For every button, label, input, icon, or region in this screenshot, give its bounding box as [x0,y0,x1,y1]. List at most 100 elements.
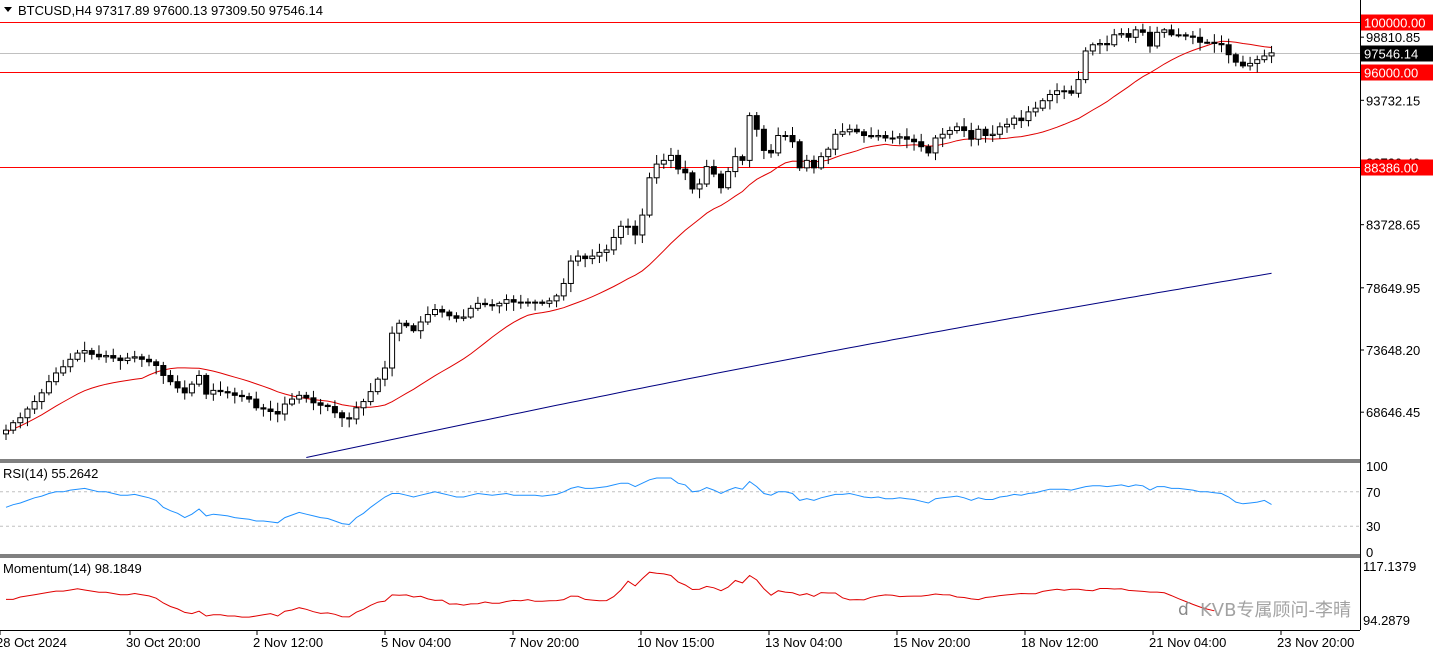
candle-body [953,126,960,132]
level-tag-text: 100000.00 [1364,16,1425,31]
level-tag: 88386.00 [1361,159,1433,176]
candle-body [832,133,839,150]
candle [453,312,460,323]
candle [582,253,589,268]
candle-body [567,260,574,284]
candle-body [582,255,589,260]
candle [31,395,38,414]
candle-body [1082,50,1089,81]
candle-body [67,358,74,368]
candle [1125,28,1132,42]
momentum-line [6,571,1215,618]
price-axis-label: 73648.20 [1366,343,1420,358]
candle [953,122,960,134]
candle-body [639,214,646,236]
momentum-axis-label: 117.1379 [1363,559,1416,574]
candle-body [1218,43,1225,46]
candle [281,396,288,421]
candle-body [1004,123,1010,128]
candle [1211,34,1218,53]
candle [653,154,660,184]
candle [489,299,496,311]
candle-body [188,383,195,394]
candle-body [38,392,45,403]
candle [1268,45,1275,64]
candle-body [153,361,160,367]
candle [782,131,789,141]
time-axis[interactable]: 28 Oct 2024 30 Oct 20:00 2 Nov 12:00 5 Nov … [0,630,1354,650]
candle-body [675,154,682,170]
candle [1175,28,1182,38]
candle-body [389,332,396,369]
candle [975,125,982,146]
candle [868,127,875,139]
candle-body [482,302,489,306]
candlestick-series [3,23,1275,440]
candle [24,406,31,427]
candle [95,345,102,361]
candle-body [1261,55,1268,61]
candle-body [789,135,796,143]
candle-body [95,353,102,358]
candle-body [746,115,753,161]
candle-body [911,138,918,143]
candle [467,305,474,319]
dropdown-triangle-icon[interactable] [4,7,12,12]
candle-body [103,355,110,358]
candle-body [546,300,553,304]
candle-body [24,408,31,419]
candle [746,112,753,168]
candle-body [496,302,503,307]
candle [832,129,839,156]
price-axis-label: 93732.15 [1366,93,1420,108]
time-axis-label: 10 Nov 15:00 [637,635,714,650]
candle-body [453,315,460,319]
candle [482,298,489,308]
candle-body [882,135,889,139]
candle-body [1211,41,1218,45]
candle [546,297,553,308]
candle [138,353,145,367]
candle-body [138,356,145,360]
candle-body [210,389,217,395]
candle [1261,49,1268,63]
candle [45,374,52,396]
candle [160,361,167,384]
momentum-axis-label: 94.2879 [1363,613,1410,628]
candle-body [81,350,88,354]
candle [1004,118,1010,133]
candle [1204,39,1211,45]
candle [825,146,832,165]
candle-body [653,163,660,179]
candle [67,353,74,373]
candle [310,390,317,411]
candle [524,298,531,307]
candle-body [739,156,746,161]
candle-body [539,301,546,304]
candle-body [524,301,531,304]
rsi-line [5,477,1272,526]
candle [1239,55,1246,69]
price-axis[interactable]: 88730.40100000.0096000.0088386.0097546.1… [1360,14,1433,421]
candle [460,309,467,322]
candle [1147,26,1153,53]
candle [1182,32,1189,41]
candle [274,402,281,423]
candle-body [117,357,124,362]
candle-body [374,378,381,393]
candle-body [853,128,860,133]
candle [224,386,231,399]
candle [17,412,24,429]
candle-body [1111,34,1118,46]
candle-body [10,422,17,431]
candle-body [424,314,431,323]
candle-body [1232,54,1239,63]
candle-body [1147,31,1153,47]
candle [882,131,889,142]
candle-body [1189,35,1196,38]
candle-body [110,355,117,359]
candle [646,172,653,218]
candle-body [703,166,710,185]
candle-body [553,295,560,302]
